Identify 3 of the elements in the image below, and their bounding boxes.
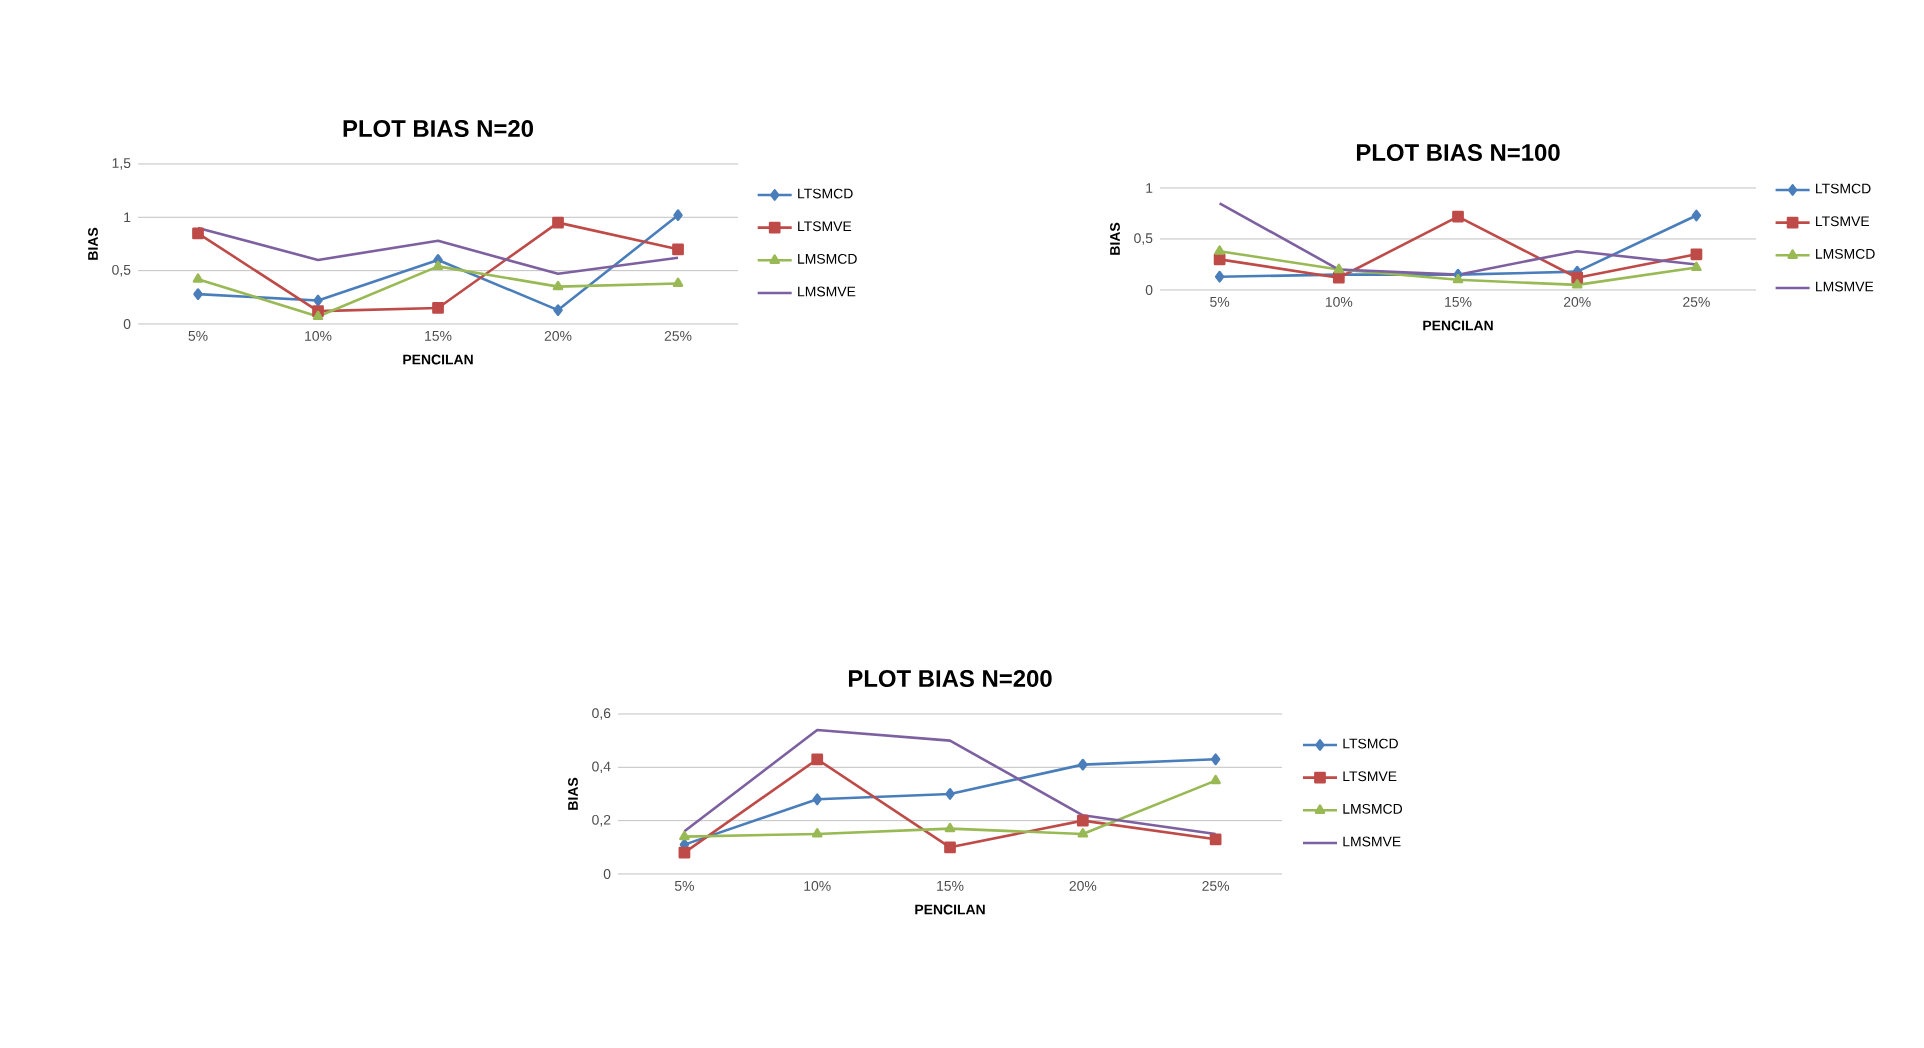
chart-title: PLOT BIAS N=100: [1356, 144, 1560, 161]
chart-title: PLOT BIAS N=20: [343, 120, 534, 137]
chart-title: PLOT BIAS N=200: [848, 670, 1052, 687]
